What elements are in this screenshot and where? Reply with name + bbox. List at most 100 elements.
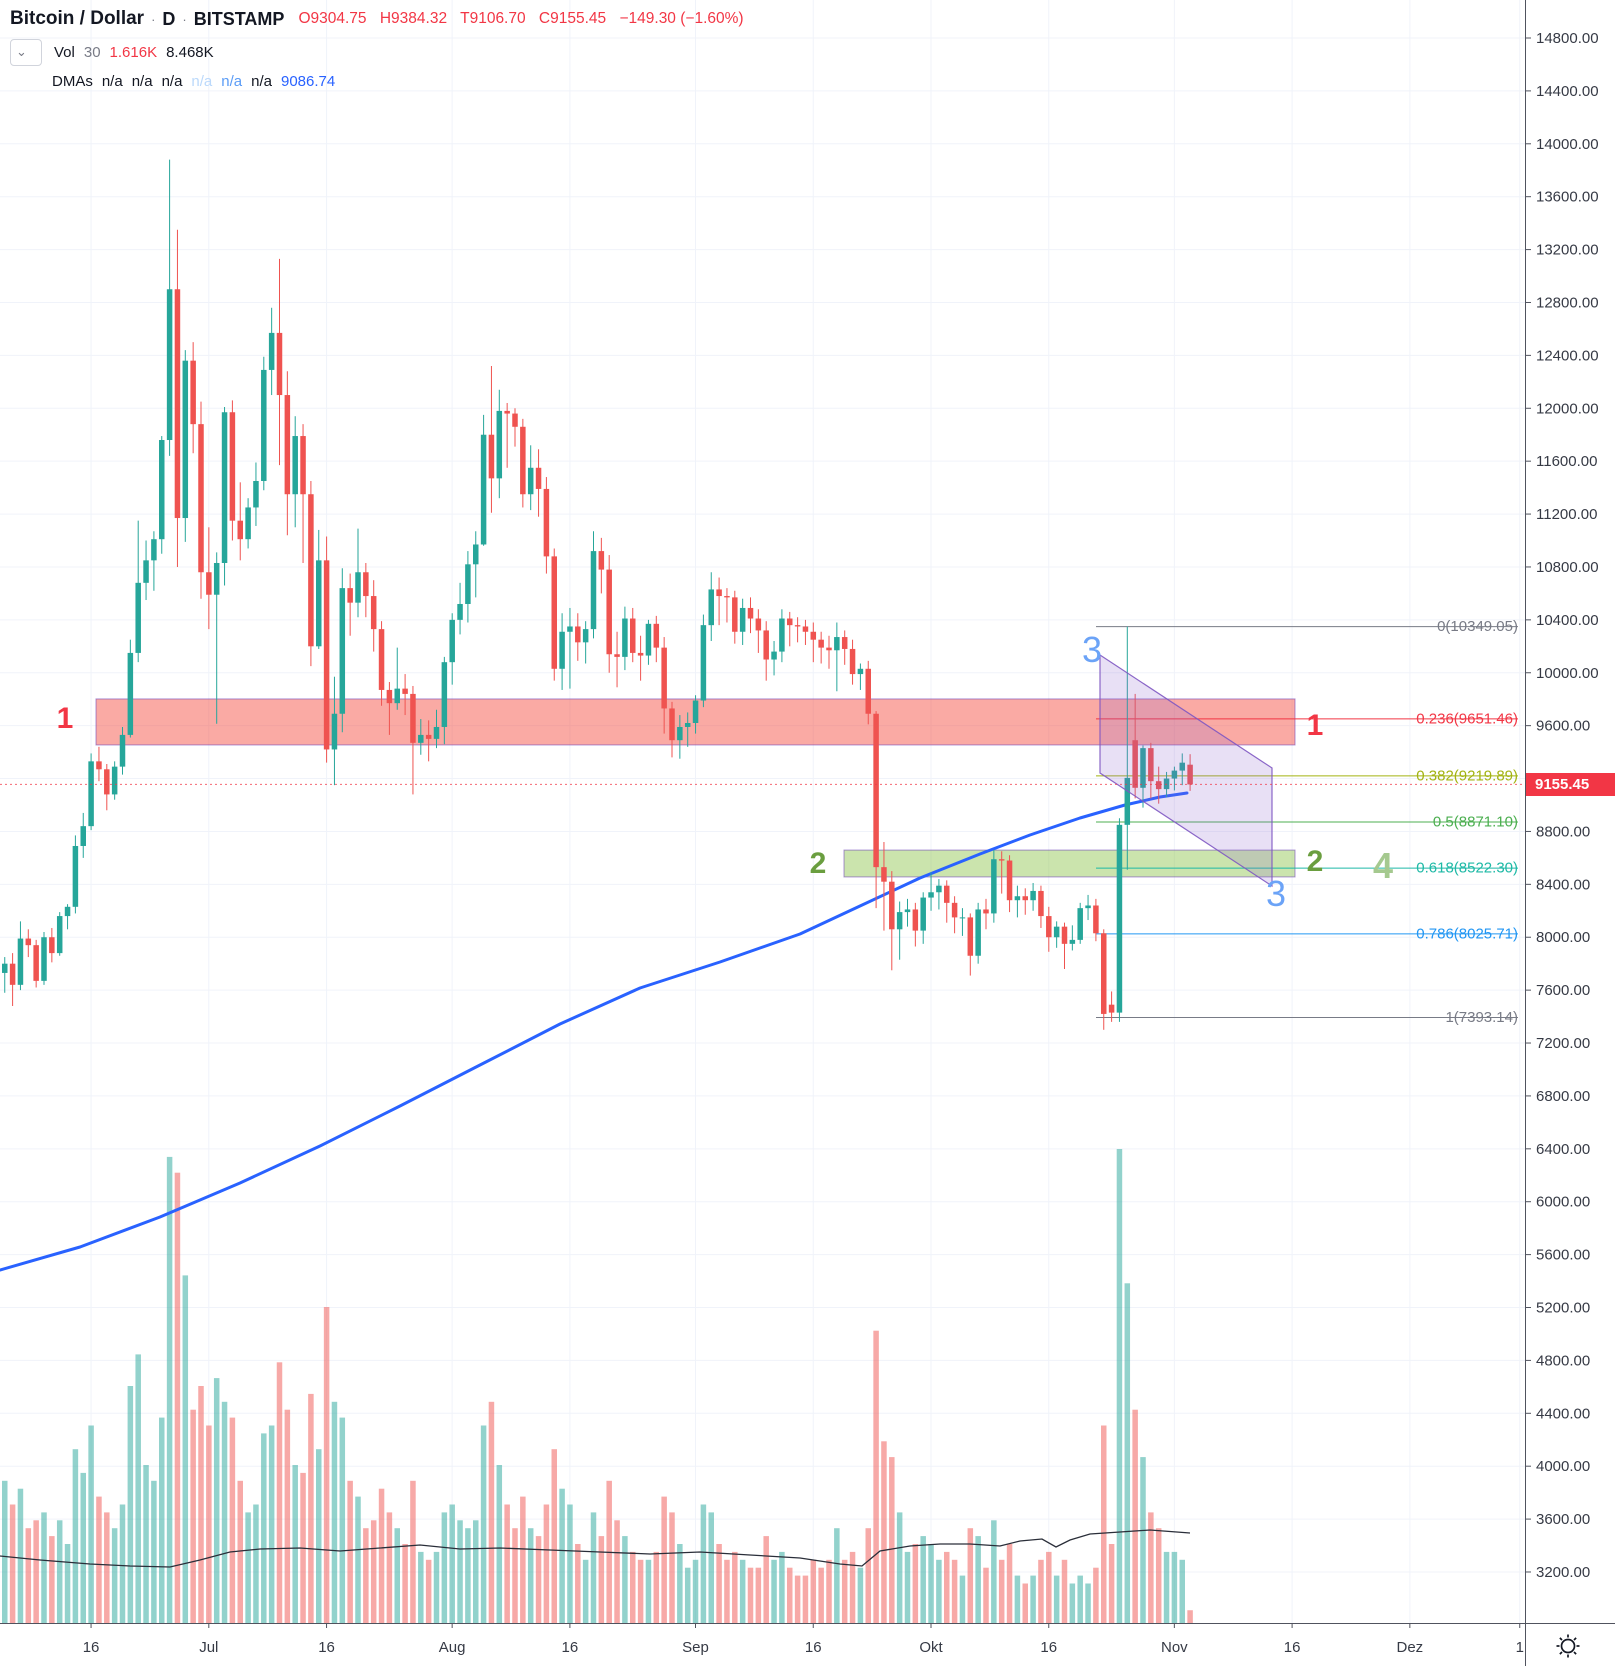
dma-indicator-row: DMAs n/a n/a n/a n/a n/a n/a 9086.74 [52, 73, 753, 90]
time-tick-label: Sep [682, 1639, 709, 1656]
symbol-title[interactable]: Bitcoin / Dollar [10, 8, 145, 29]
zone-number-label[interactable]: 1 [1306, 709, 1324, 742]
volume-bar [1124, 1283, 1131, 1623]
volume-bar [127, 1386, 134, 1623]
candle-body [1108, 1004, 1115, 1013]
collapse-indicators-button[interactable]: ⌄ [10, 38, 42, 66]
candle-body [834, 637, 840, 651]
candle-body [292, 436, 298, 495]
parallel-channel[interactable] [1099, 653, 1273, 888]
zone-number-label[interactable]: 4 [1372, 845, 1394, 886]
candle-body [575, 626, 581, 643]
candle-body [339, 588, 346, 714]
price-tick-label: 3600.00 [1536, 1511, 1590, 1528]
axis-settings-gear-icon[interactable] [1552, 1631, 1584, 1663]
fib-level-label: 0.382(9219.89) [1416, 767, 1518, 784]
candle-body [700, 625, 707, 701]
volume-bar [1171, 1551, 1178, 1623]
volume-bar [1085, 1583, 1091, 1623]
volume-bar [72, 1449, 79, 1623]
current-price-badge: 9155.45 [1526, 772, 1615, 796]
candle-body [213, 562, 220, 595]
candle-body [465, 564, 471, 604]
candle-body [865, 668, 871, 714]
candle-body [1046, 916, 1052, 938]
zone-number-label[interactable]: 3 [1265, 873, 1287, 914]
time-axis[interactable]: 16 Jul 16 Aug 16 Sep 16 Okt 16 Nov 16 Dez 1 [0, 1623, 1615, 1656]
volume-bar [119, 1504, 126, 1623]
volume-bar [237, 1480, 243, 1623]
volume-bar [433, 1551, 440, 1623]
volume-bar [724, 1559, 730, 1623]
candle-body [896, 912, 903, 930]
dma-value: n/a [101, 73, 123, 90]
candle-body [936, 885, 942, 893]
zone-number-label[interactable]: 2 [1306, 845, 1324, 878]
candle-body [1061, 926, 1068, 944]
volume-bar [1053, 1575, 1060, 1623]
volume-bar [1101, 1425, 1107, 1623]
price-tick-label: 5600.00 [1536, 1247, 1590, 1264]
candle-body [261, 369, 267, 482]
candle-body [355, 572, 361, 603]
volume-bar [1030, 1575, 1036, 1623]
volume-bar [614, 1520, 620, 1623]
volume-bar [143, 1465, 149, 1623]
demand-zone[interactable] [843, 849, 1296, 878]
time-tick-label: Okt [919, 1639, 943, 1656]
volume-bar [418, 1551, 424, 1623]
volume-bar [944, 1551, 950, 1623]
volume-bar [794, 1575, 801, 1623]
volume-bar [771, 1559, 777, 1623]
volume-bar [253, 1504, 259, 1623]
candle-body [520, 426, 526, 495]
price-tick-label: 12800.00 [1536, 294, 1599, 311]
fib-retracement[interactable]: 0(10349.05) 0.236(9651.46) 0.382(9219.89) 0… [1096, 618, 1518, 1026]
candle-body [661, 647, 667, 709]
zone-number-label[interactable]: 1 [56, 702, 74, 735]
volume-bar [1140, 1457, 1146, 1623]
interval-label[interactable]: D [162, 8, 176, 29]
zone-number-label[interactable]: 3 [1081, 629, 1103, 670]
volume-bar [1006, 1544, 1013, 1623]
time-tick-label: 16 [805, 1639, 822, 1656]
volume-bar [983, 1567, 989, 1623]
candle-body [331, 713, 338, 750]
candle-body [755, 618, 762, 631]
volume-bar [1108, 1544, 1115, 1623]
dma-line [0, 791, 1189, 1272]
price-tick-label: 14400.00 [1536, 83, 1599, 100]
dma-value: n/a [131, 73, 153, 90]
vol-label[interactable]: Vol [54, 43, 75, 61]
price-tick-label: 11200.00 [1536, 506, 1597, 523]
candle-body [237, 520, 243, 540]
high-value: H9384.32 [379, 10, 448, 27]
candle-body [1038, 890, 1044, 917]
candle-body [394, 688, 400, 704]
exchange-label[interactable]: BITSTAMP [193, 8, 285, 29]
candle-body [433, 726, 440, 739]
candle-body [72, 845, 79, 907]
dma-label[interactable]: DMAs [52, 73, 93, 90]
volume-bar [630, 1551, 636, 1623]
separator-dot: · [151, 11, 156, 27]
candle-body [645, 623, 652, 656]
candle-body [567, 626, 573, 632]
candle-body [284, 395, 291, 495]
volume-bar [904, 1551, 911, 1623]
candle-body [56, 916, 63, 954]
volume-bar [881, 1441, 887, 1623]
candle-body [1085, 905, 1091, 909]
candle-body [135, 582, 141, 653]
candle-body [268, 332, 275, 370]
dma-value: n/a [221, 73, 243, 90]
volume-bar [920, 1536, 926, 1623]
candle-body [151, 539, 157, 561]
price-axis[interactable]: 14800.00 14400.00 14000.00 13600.00 13200.00… [1525, 0, 1599, 1666]
zone-number-label[interactable]: 2 [809, 847, 827, 880]
volume-bar [559, 1488, 565, 1623]
candle-body [41, 937, 47, 981]
candle-body [841, 637, 848, 649]
time-tick-label: 16 [562, 1639, 579, 1656]
